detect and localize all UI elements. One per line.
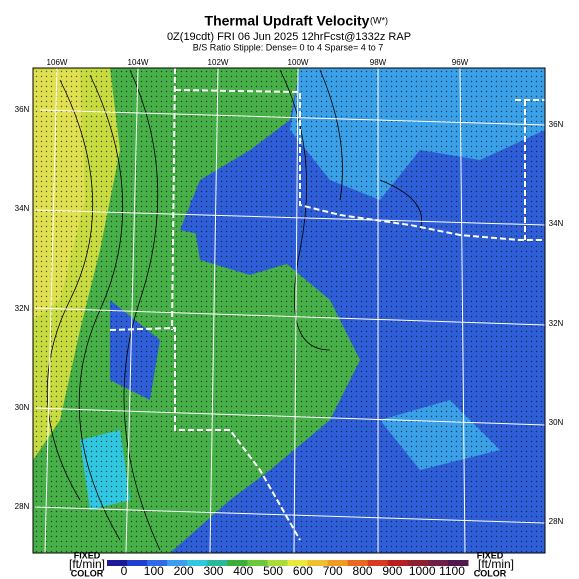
colorbar-tick-label: 800 — [353, 564, 373, 578]
longitude-label: 102W — [208, 58, 229, 67]
colorbar-swatch — [287, 560, 309, 566]
cb-top: FIXED — [477, 550, 504, 560]
latitude-label: 34N — [549, 219, 564, 228]
colorbar-swatch — [347, 560, 369, 566]
colorbar-swatch — [387, 560, 409, 566]
colorbar-tick-label: 100 — [144, 564, 164, 578]
latitude-label: 30N — [15, 403, 30, 412]
colorbar-swatch — [207, 560, 228, 566]
colorbar-swatch — [147, 560, 168, 566]
colorbar-tick-label: 500 — [263, 564, 283, 578]
latitude-label: 32N — [15, 304, 30, 313]
subtitle: 0Z(19cdt) FRI 06 Jun 2025 12hrFcst@1332z… — [167, 31, 411, 43]
colorbar-tick-label: 0 — [121, 564, 128, 578]
colorbar-side-left: FIXED [ft/min] COLOR — [69, 550, 105, 578]
latitude-label: 30N — [549, 418, 564, 427]
latitude-label: 34N — [15, 204, 30, 213]
colorbar-swatch — [427, 560, 449, 566]
colorbar-tick-label: 200 — [174, 564, 194, 578]
colorbar-swatch — [127, 560, 148, 566]
longitude-label: 98W — [370, 58, 387, 67]
colorbar-swatch — [107, 560, 128, 566]
colorbar-tick-label: 600 — [293, 564, 313, 578]
map-frame — [32, 67, 546, 554]
colorbar-swatch — [247, 560, 268, 566]
colorbar-swatch — [307, 560, 329, 566]
colorbar-swatch — [407, 560, 429, 566]
latitude-label: 36N — [15, 105, 30, 114]
colorbar-swatch — [327, 560, 349, 566]
latitude-label: 28N — [549, 517, 564, 526]
map — [33, 68, 545, 553]
colorbar-tick-label: 300 — [203, 564, 223, 578]
colorbar-tick-label: 400 — [233, 564, 253, 578]
cb-units: [ft/min] — [478, 557, 514, 571]
cb-top: FIXED — [74, 550, 101, 560]
colorbar-swatch — [187, 560, 208, 566]
colorbar-tick-label: 900 — [382, 564, 402, 578]
colorbar-swatch — [367, 560, 389, 566]
longitude-label: 96W — [452, 58, 469, 67]
cb-units: [ft/min] — [69, 557, 105, 571]
colorbar-side-right: FIXED [ft/min] COLOR — [474, 550, 514, 578]
colorbar-swatch — [267, 560, 288, 566]
latitude-label: 36N — [549, 120, 564, 129]
colorbar-tick-label: 700 — [323, 564, 343, 578]
latitude-label: 32N — [549, 319, 564, 328]
colorbar-swatch — [167, 560, 188, 566]
colorbar-tick-label: 1100 — [439, 564, 465, 578]
colorbar-swatch — [447, 560, 469, 566]
longitude-label: 106W — [47, 58, 68, 67]
stipple-note: B/S Ratio Stipple: Dense= 0 to 4 Sparse=… — [193, 42, 384, 52]
longitude-label: 100W — [288, 58, 309, 67]
longitude-label: 104W — [128, 58, 149, 67]
title: Thermal Updraft Velocity — [205, 13, 370, 29]
latitude-label: 28N — [15, 502, 30, 511]
colorbar-swatch — [227, 560, 248, 566]
colorbar-tick-label: 1000 — [409, 564, 436, 578]
cb-bottom: COLOR — [474, 568, 507, 578]
cb-bottom: COLOR — [71, 568, 104, 578]
title-note: (W*) — [370, 15, 388, 25]
